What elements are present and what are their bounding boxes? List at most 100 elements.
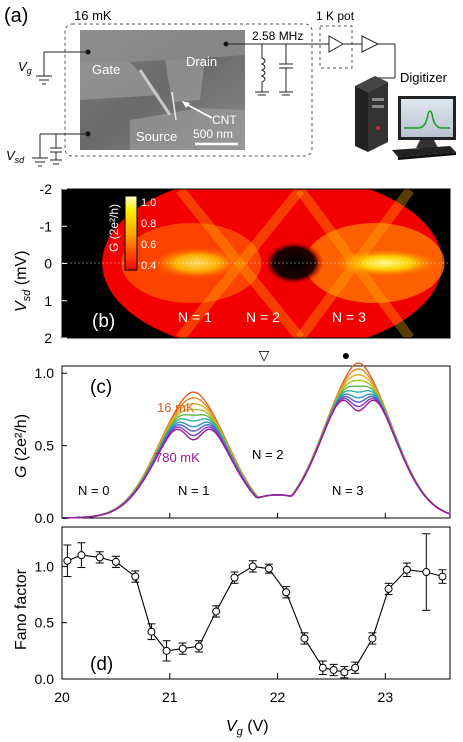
digitizer-label: Digitizer [400,70,448,85]
colorbar-title: G (2e²/h) [107,204,121,252]
n2-label-b: N = 2 [246,309,280,325]
colorbar-ticklabel: 0.8 [141,218,156,230]
fano-point [178,644,187,653]
d-x-ticklabel: 20 [54,689,70,705]
fano-point [402,565,411,574]
vsd-source-label: Vsd [6,148,25,165]
colorbar [124,195,138,271]
c-y-ticklabel: 0.5 [35,438,55,454]
cnt-label: CNT [212,113,237,127]
panel-d-x-ticks: 20 21 22 23 [54,673,393,705]
source-bias-circuit [32,133,88,167]
marker-filled-circle: ● [342,347,350,363]
sem-image [80,30,245,150]
panel-c-x-ticks [61,513,386,518]
fano-point [212,607,221,616]
fano-points [63,533,447,679]
b-y-ticklabel: 0 [44,256,52,272]
d-x-ticklabel: 21 [162,689,178,705]
marker-open-triangle: ▽ [259,347,270,363]
n2-label-c: N = 2 [252,447,283,462]
cryostat-box [64,23,313,157]
heat-glow-n1 [151,247,242,279]
fano-point [194,642,203,651]
temperature-label: 16 mK [74,8,112,23]
heat-dark-n2 [263,241,324,285]
d-y-ticklabel: 1.0 [35,558,55,574]
d-y-ticklabel: 0.0 [35,671,55,687]
n3-label-b: N = 3 [332,309,366,325]
pot-label: 1 K pot [316,9,355,23]
fano-point [111,557,120,566]
panel-b-label: (b) [92,311,115,332]
scalebar-label: 500 nm [193,127,233,141]
rf-readout-circuit [226,43,330,96]
vg-source-label: Vg [18,59,32,76]
panel-c-y-label: G (2e²/h) [13,414,30,478]
panel-c-label: (c) [90,377,112,398]
panel-d-y-ticks: 0.0 0.5 1.0 [35,558,67,687]
source-label: Source [136,129,177,144]
panel-d-label: (d) [90,654,113,675]
frequency-label: 2.58 MHz [252,29,303,43]
heat-ridge-2 [176,189,304,338]
fano-point [329,665,338,674]
n0-label-c: N = 0 [78,483,109,498]
fano-point [230,573,239,582]
panel-c: 0.0 0.5 1.0 G (2e²/h) (c) 16 mK 780 mK N =… [13,362,451,526]
b-y-ticklabel: -1 [40,218,53,234]
fano-point [340,668,349,677]
fano-point [384,584,393,593]
panel-d-y-label: Fano factor [13,568,30,650]
c-y-ticklabel: 1.0 [35,365,55,381]
panel-d-x-label: Vg (V) [226,718,269,738]
panel-a: (a) 16 mK Gate Drain Source CNT 500 nm [4,5,456,167]
fano-point [438,572,447,581]
heatmap-y-label: Vsd (mV) [13,251,33,312]
fano-point [368,634,377,643]
fano-point [248,562,257,571]
fano-point [264,564,273,573]
panel-a-label: (a) [4,5,28,27]
panel-d-frame [61,526,451,680]
fano-point [351,663,360,672]
d-x-ticklabel: 22 [270,689,286,705]
fano-point [282,588,291,597]
panel-c-frame [61,365,451,519]
gate-bias-circuit [36,51,88,85]
room-temp-amplifier [361,35,380,53]
n1-label-c: N = 1 [178,483,209,498]
heat-glow-n3 [330,249,441,277]
b-y-ticklabel: 2 [44,330,52,346]
fano-point [63,556,72,565]
cold-amplifier [328,35,345,53]
colorbar-ticklabel: 1.0 [141,197,156,209]
fano-point [131,572,140,581]
pot-box [319,25,353,69]
gate-label: Gate [92,62,120,77]
b-y-ticklabel: -2 [40,181,53,197]
heatmap-y-ticks: -2 -1 0 1 2 [40,181,67,346]
heat-ridge-1 [295,189,415,338]
drain-label: Drain [186,54,217,69]
c-y-ticklabel: 0.0 [35,510,55,526]
fano-connecting-line [67,554,443,673]
colorbar-ticklabel: 0.6 [141,239,156,251]
fano-point [162,646,171,655]
panel-c-y-ticks: 0.0 0.5 1.0 [35,365,67,526]
temp-low-label: 780 mK [155,450,200,465]
d-y-ticklabel: 0.5 [35,615,55,631]
colorbar-ticklabel: 0.4 [141,260,156,272]
fano-point [318,663,327,672]
heat-ridge-3 [176,189,304,338]
conductance-curves [62,362,451,519]
temp-high-label: 16 mK [157,400,195,415]
fano-point [422,568,431,577]
panel-d: 0.0 0.5 1.0 20 21 22 23 Fano factor (d) Vg (V… [13,526,451,738]
computer-icon [355,76,456,160]
heat-ridge-0 [295,189,415,338]
fano-point [77,551,86,560]
b-y-ticklabel: 1 [44,293,52,309]
fano-point [95,553,104,562]
